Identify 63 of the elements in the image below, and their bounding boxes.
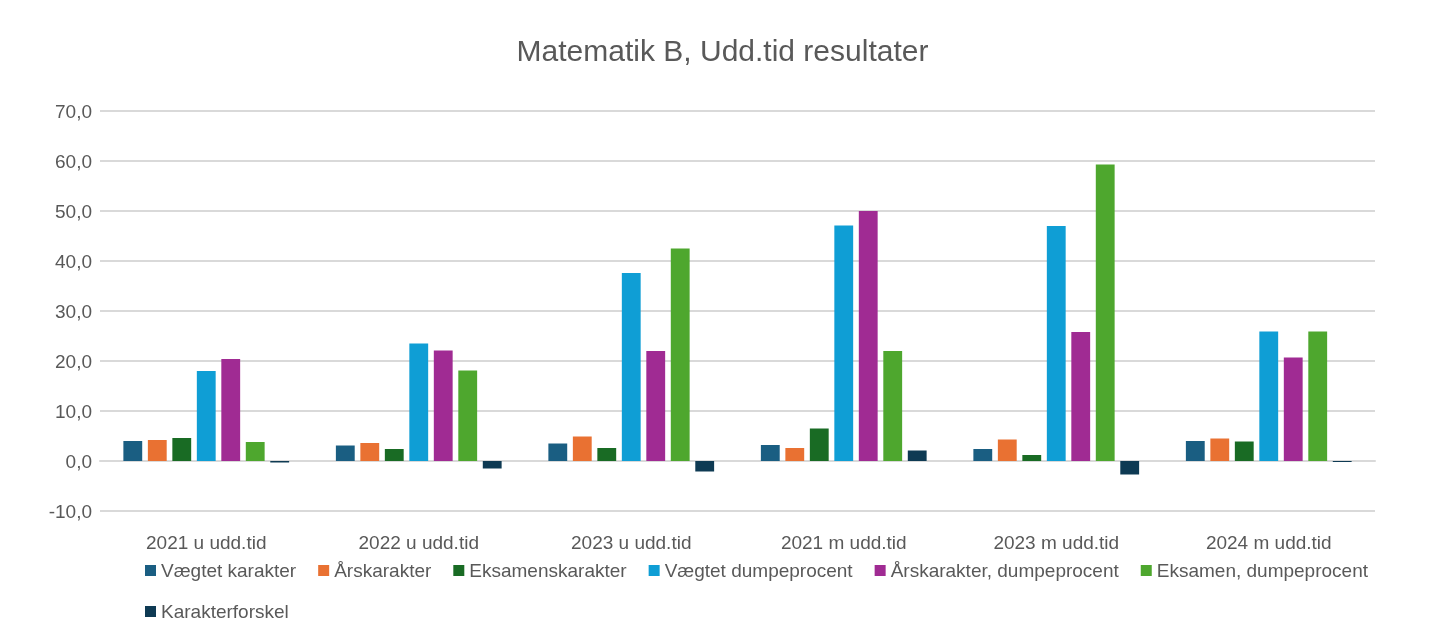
x-tick-label: 2021 m udd.tid (780, 532, 907, 553)
x-tick-label: 2023 m udd.tid (993, 532, 1120, 553)
x-tick-label: 2021 u udd.tid (146, 532, 267, 553)
bar (221, 359, 241, 461)
bar (1259, 331, 1279, 461)
bar (597, 448, 617, 461)
y-tick-label: 10,0 (55, 400, 92, 422)
y-tick-label: 20,0 (55, 350, 92, 372)
y-tick-label: 70,0 (55, 100, 92, 122)
legend-label: Vægtet dumpeprocent (664, 560, 854, 581)
bar (482, 461, 502, 469)
bar (384, 449, 404, 461)
bar (245, 442, 265, 461)
bar (196, 371, 216, 461)
bar (695, 461, 715, 472)
bar (883, 351, 903, 461)
legend-label: Eksamen, dumpeprocent (1156, 560, 1369, 581)
bar (670, 248, 690, 461)
bar (834, 225, 854, 461)
legend-label: Eksamenskarakter (469, 560, 628, 581)
bar (123, 441, 143, 461)
bar (548, 443, 568, 461)
legend-label: Vægtet karakter (161, 560, 297, 581)
y-tick-label: 30,0 (55, 300, 92, 322)
bar (760, 445, 780, 461)
bar (1234, 441, 1254, 461)
bar (646, 351, 666, 461)
bar (973, 449, 993, 461)
bar (1283, 357, 1303, 461)
bar (1185, 441, 1205, 461)
bar (809, 428, 829, 461)
bar (1210, 438, 1230, 461)
legend-label: Årskarakter, dumpeprocent (890, 560, 1120, 581)
bar (785, 448, 805, 461)
bar (433, 350, 453, 461)
bar (172, 438, 192, 461)
bar (997, 439, 1017, 461)
bar (335, 445, 355, 461)
bar (147, 440, 167, 461)
bar (458, 370, 478, 461)
bar (1308, 331, 1328, 461)
y-tick-label: -10,0 (48, 500, 92, 522)
y-tick-label: 60,0 (55, 150, 92, 172)
bar (858, 211, 878, 461)
bar (409, 343, 429, 461)
y-tick-label: 40,0 (55, 250, 92, 272)
bar (572, 436, 592, 461)
bar (621, 273, 641, 461)
x-tick-label: 2024 m udd.tid (1205, 532, 1332, 553)
y-tick-label: 0,0 (65, 450, 92, 472)
bar (1095, 164, 1115, 461)
bar (1022, 455, 1042, 461)
bar (1046, 226, 1066, 461)
bar (907, 450, 927, 461)
legend-label: Karakterforskel (161, 601, 289, 622)
x-tick-label: 2022 u udd.tid (358, 532, 479, 553)
x-tick-label: 2023 u udd.tid (571, 532, 692, 553)
bar (1071, 332, 1091, 461)
chart-title: Matematik B, Udd.tid resultater (516, 33, 929, 67)
bar (1120, 461, 1140, 475)
bar (360, 443, 380, 461)
legend-label: Årskarakter (334, 560, 432, 581)
y-tick-label: 50,0 (55, 200, 92, 222)
